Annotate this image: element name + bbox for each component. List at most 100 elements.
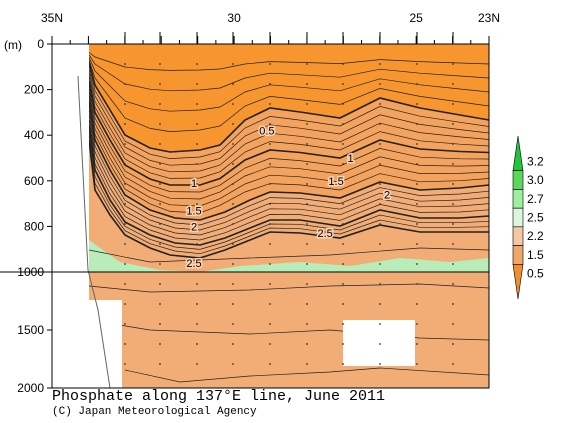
station-dot bbox=[269, 163, 271, 165]
station-dot bbox=[306, 263, 308, 265]
contour-line bbox=[88, 104, 490, 226]
plot-area bbox=[0, 32, 490, 389]
contour-line bbox=[88, 283, 490, 293]
station-dot bbox=[232, 83, 234, 85]
band-1-5 bbox=[89, 100, 489, 388]
station-dot bbox=[416, 243, 418, 245]
band-2-7 bbox=[89, 240, 489, 272]
station-dot bbox=[196, 103, 198, 105]
station-dot bbox=[379, 243, 381, 245]
station-dot bbox=[159, 343, 161, 345]
station-dot bbox=[379, 323, 381, 325]
station-dot bbox=[269, 183, 271, 185]
station-dot bbox=[159, 363, 161, 365]
station-dot bbox=[306, 203, 308, 205]
contour-label: 2 bbox=[191, 221, 197, 233]
station-dot bbox=[416, 123, 418, 125]
station-dot bbox=[306, 223, 308, 225]
contour-label: 1 bbox=[348, 153, 354, 165]
station-dot bbox=[196, 143, 198, 145]
station-dot bbox=[159, 263, 161, 265]
band-0-5 bbox=[89, 62, 489, 220]
station-dot bbox=[124, 323, 126, 325]
contour-line bbox=[88, 57, 490, 112]
contour-line bbox=[88, 119, 490, 241]
station-dot bbox=[342, 343, 344, 345]
y-tick-label: 200 bbox=[24, 83, 44, 97]
station-dot bbox=[416, 323, 418, 325]
station-dot bbox=[342, 243, 344, 245]
y-tick-label: 400 bbox=[24, 128, 44, 142]
station-dot bbox=[452, 363, 454, 365]
station-dot bbox=[196, 203, 198, 205]
station-dot bbox=[232, 283, 234, 285]
station-dot bbox=[342, 223, 344, 225]
station-dot bbox=[306, 183, 308, 185]
station-dot bbox=[124, 143, 126, 145]
station-dot bbox=[306, 103, 308, 105]
y-tick-label: 1000 bbox=[17, 265, 44, 279]
station-dot bbox=[124, 283, 126, 285]
station-dot bbox=[306, 303, 308, 305]
station-dot bbox=[416, 163, 418, 165]
legend-label: 1.5 bbox=[527, 248, 544, 262]
legend-swatch bbox=[512, 170, 524, 190]
station-dot bbox=[452, 163, 454, 165]
contour-line-bold bbox=[88, 124, 490, 246]
legend-label: 2.7 bbox=[527, 192, 544, 206]
no-data-area bbox=[343, 320, 415, 366]
station-dot bbox=[232, 263, 234, 265]
contour-line bbox=[88, 96, 490, 214]
station-dot bbox=[196, 363, 198, 365]
station-dot bbox=[196, 303, 198, 305]
station-dot bbox=[159, 83, 161, 85]
station-dot bbox=[269, 83, 271, 85]
bottom-topography bbox=[77, 75, 111, 389]
contour-line-bold bbox=[88, 139, 489, 259]
station-dot bbox=[269, 343, 271, 345]
station-dot bbox=[379, 163, 381, 165]
station-dot bbox=[232, 123, 234, 125]
station-dot bbox=[379, 263, 381, 265]
legend-swatch bbox=[512, 135, 524, 172]
no-data-area bbox=[52, 44, 89, 300]
station-dot bbox=[416, 103, 418, 105]
station-dot bbox=[379, 123, 381, 125]
station-dot bbox=[306, 83, 308, 85]
y-tick-label: 2000 bbox=[17, 381, 44, 395]
contour-line-bold bbox=[88, 99, 490, 221]
station-dot bbox=[196, 223, 198, 225]
contour-label: 2.5 bbox=[317, 228, 332, 240]
contour-line bbox=[88, 109, 490, 231]
station-dot bbox=[342, 123, 344, 125]
station-dot bbox=[196, 243, 198, 245]
station-dot bbox=[232, 303, 234, 305]
legend-label: 2.5 bbox=[527, 211, 544, 225]
station-dot bbox=[196, 163, 198, 165]
station-dot bbox=[159, 243, 161, 245]
station-dot bbox=[452, 63, 454, 65]
station-dot bbox=[306, 343, 308, 345]
station-dot bbox=[159, 123, 161, 125]
station-dot bbox=[416, 143, 418, 145]
station-dot bbox=[124, 343, 126, 345]
no-data-area bbox=[52, 300, 122, 388]
station-dot bbox=[416, 83, 418, 85]
station-dot bbox=[232, 103, 234, 105]
station-dot bbox=[306, 323, 308, 325]
contour-line bbox=[88, 54, 490, 92]
station-dot bbox=[196, 343, 198, 345]
station-dot bbox=[159, 283, 161, 285]
station-dot bbox=[159, 163, 161, 165]
station-dot bbox=[452, 143, 454, 145]
x-tick-label: 23N bbox=[478, 11, 500, 25]
station-dot bbox=[306, 363, 308, 365]
station-dot bbox=[452, 103, 454, 105]
station-dot bbox=[269, 243, 271, 245]
station-dot bbox=[306, 283, 308, 285]
station-dot bbox=[269, 123, 271, 125]
station-dot bbox=[232, 363, 234, 365]
x-tick-label: 30 bbox=[227, 11, 241, 25]
station-dot bbox=[379, 203, 381, 205]
contour-lines bbox=[88, 52, 490, 383]
